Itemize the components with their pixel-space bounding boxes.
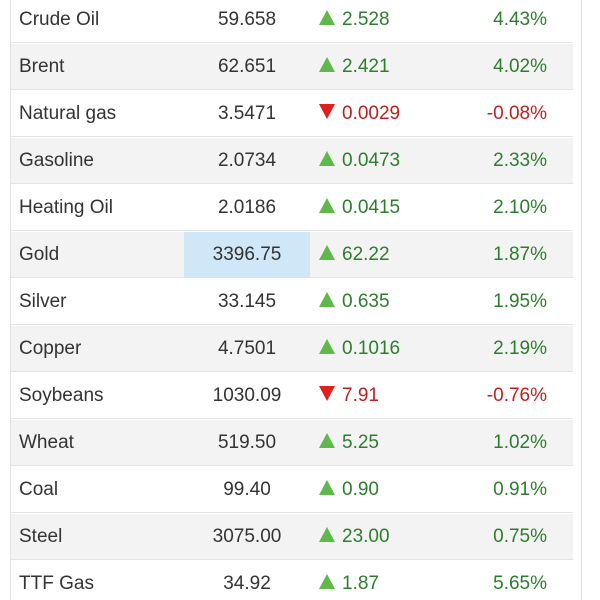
commodity-percent-change: 1.87%	[493, 244, 547, 265]
commodity-name[interactable]: Heating Oil	[19, 197, 113, 218]
table-row[interactable]: Natural gas 3.5471 0.0029 -0.08%	[11, 91, 573, 137]
commodity-price: 1030.09	[212, 385, 282, 406]
commodity-percent-change: 4.43%	[493, 9, 547, 30]
table-row[interactable]: TTF Gas 34.92 1.87 5.65%	[11, 561, 573, 600]
commodity-price: 34.92	[223, 573, 271, 594]
commodity-name[interactable]: Natural gas	[19, 103, 117, 124]
up-arrow-icon	[319, 339, 335, 355]
down-arrow-icon	[319, 104, 335, 120]
table-row[interactable]: Gasoline 2.0734 0.0473 2.33%	[11, 138, 573, 184]
commodity-change: 5.25	[319, 420, 479, 466]
table-row[interactable]: Gold 3396.75 62.22 1.87%	[11, 232, 573, 278]
change-value: 0.0029	[342, 103, 401, 124]
commodity-change: 0.90	[319, 467, 479, 513]
commodity-name[interactable]: Crude Oil	[19, 9, 100, 30]
table-row[interactable]: Heating Oil 2.0186 0.0415 2.10%	[11, 185, 573, 231]
up-arrow-icon	[319, 245, 335, 261]
change-value: 7.91	[342, 385, 379, 406]
commodity-price: 62.651	[217, 56, 277, 77]
commodity-name[interactable]: Coal	[19, 479, 59, 500]
change-value: 62.22	[342, 244, 390, 265]
table-row[interactable]: Wheat 519.50 5.25 1.02%	[11, 420, 573, 466]
commodity-change: 23.00	[319, 514, 479, 560]
commodity-name[interactable]: Brent	[19, 56, 65, 77]
change-value: 5.25	[342, 432, 379, 453]
commodity-percent-change: 1.95%	[493, 291, 547, 312]
up-arrow-icon	[319, 151, 335, 167]
commodity-percent-change: 2.19%	[493, 338, 547, 359]
commodity-price: 33.145	[217, 291, 277, 312]
up-arrow-icon	[319, 527, 335, 543]
commodity-change: 1.87	[319, 561, 479, 600]
change-value: 23.00	[342, 526, 390, 547]
commodity-percent-change: 2.33%	[493, 150, 547, 171]
table-row[interactable]: Copper 4.7501 0.1016 2.19%	[11, 326, 573, 372]
scroll-edge	[581, 0, 582, 600]
change-value: 1.87	[342, 573, 379, 594]
commodity-name[interactable]: Copper	[19, 338, 82, 359]
commodity-change: 0.635	[319, 279, 479, 325]
commodity-name[interactable]: Steel	[19, 526, 63, 547]
commodity-percent-change: -0.76%	[486, 385, 547, 406]
commodity-percent-change: 1.02%	[493, 432, 547, 453]
commodity-change: 7.91	[319, 373, 479, 419]
commodity-price: 519.50	[217, 432, 277, 453]
up-arrow-icon	[319, 198, 335, 214]
commodity-name[interactable]: Wheat	[19, 432, 74, 453]
table-row[interactable]: Brent 62.651 2.421 4.02%	[11, 44, 573, 90]
commodity-price: 4.7501	[217, 338, 277, 359]
commodities-table: Crude Oil 59.658 2.528 4.43% Brent 62.651 2.42…	[10, 0, 573, 600]
change-value: 2.421	[342, 56, 390, 77]
commodity-percent-change: 2.10%	[493, 197, 547, 218]
up-arrow-icon	[319, 57, 335, 73]
change-value: 0.0473	[342, 150, 401, 171]
commodity-price: 59.658	[217, 9, 277, 30]
commodity-change: 2.528	[319, 0, 479, 43]
commodity-name[interactable]: TTF Gas	[19, 573, 94, 594]
change-value: 0.1016	[342, 338, 401, 359]
commodity-name[interactable]: Gold	[19, 244, 60, 265]
table-row[interactable]: Steel 3075.00 23.00 0.75%	[11, 514, 573, 560]
commodity-percent-change: 0.75%	[493, 526, 547, 547]
commodity-name[interactable]: Silver	[19, 291, 67, 312]
down-arrow-icon	[319, 386, 335, 402]
up-arrow-icon	[319, 574, 335, 590]
commodity-change: 0.0415	[319, 185, 479, 231]
commodity-price: 3075.00	[212, 526, 282, 547]
commodity-change: 62.22	[319, 232, 479, 278]
commodity-name[interactable]: Soybeans	[19, 385, 104, 406]
commodity-price: 2.0734	[217, 150, 277, 171]
change-value: 0.0415	[342, 197, 401, 218]
commodity-percent-change: -0.08%	[486, 103, 547, 124]
up-arrow-icon	[319, 480, 335, 496]
up-arrow-icon	[319, 10, 335, 26]
commodity-percent-change: 4.02%	[493, 56, 547, 77]
commodity-name[interactable]: Gasoline	[19, 150, 94, 171]
commodity-percent-change: 0.91%	[493, 479, 547, 500]
commodity-change: 0.0473	[319, 138, 479, 184]
commodity-percent-change: 5.65%	[493, 573, 547, 594]
commodity-change: 2.421	[319, 44, 479, 90]
up-arrow-icon	[319, 433, 335, 449]
commodity-price: 3396.75	[184, 232, 310, 278]
table-row[interactable]: Silver 33.145 0.635 1.95%	[11, 279, 573, 325]
table-row[interactable]: Crude Oil 59.658 2.528 4.43%	[11, 0, 573, 43]
change-value: 0.635	[342, 291, 390, 312]
commodity-price: 99.40	[223, 479, 271, 500]
commodity-change: 0.1016	[319, 326, 479, 372]
change-value: 0.90	[342, 479, 379, 500]
table-row[interactable]: Coal 99.40 0.90 0.91%	[11, 467, 573, 513]
commodity-price: 3.5471	[217, 103, 277, 124]
up-arrow-icon	[319, 292, 335, 308]
commodity-change: 0.0029	[319, 91, 479, 137]
table-row[interactable]: Soybeans 1030.09 7.91 -0.76%	[11, 373, 573, 419]
commodity-price: 2.0186	[217, 197, 277, 218]
change-value: 2.528	[342, 9, 390, 30]
